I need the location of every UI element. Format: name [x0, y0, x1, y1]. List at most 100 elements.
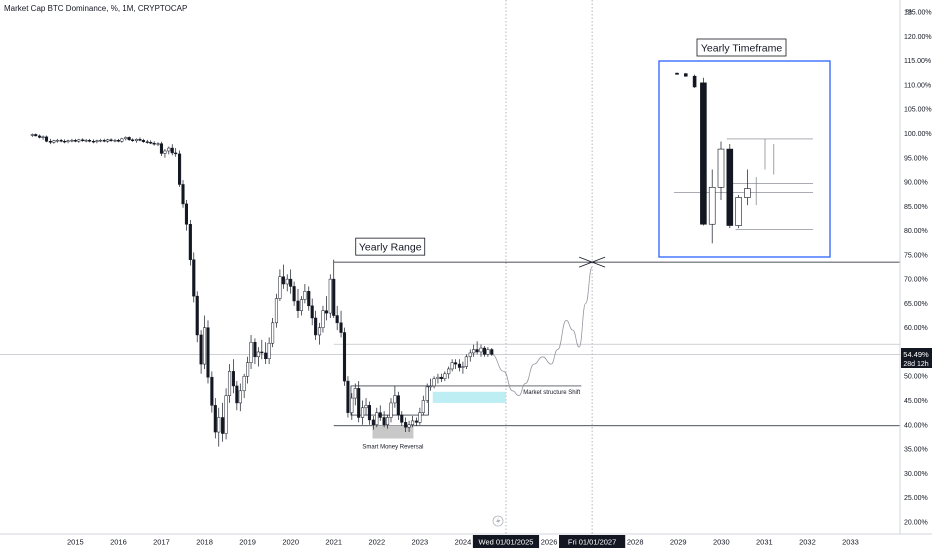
candle-body — [48, 141, 52, 143]
candle-body — [70, 140, 74, 142]
x-tick-label: 2015 — [67, 538, 84, 547]
inset-title-box — [696, 38, 787, 57]
candle-body — [41, 136, 45, 138]
price-axis[interactable]: 20.00% 25.00% 30.00% 35.00% 40.00% 45.00% 50.0… — [904, 10, 932, 527]
x-tick-label: 2030 — [713, 538, 730, 547]
candle-body — [109, 139, 113, 142]
candle-body — [378, 412, 382, 418]
candle-body — [450, 362, 454, 370]
candle-body — [475, 349, 479, 353]
candle-body — [421, 400, 425, 413]
candle-body — [152, 142, 156, 145]
y-tick-label: 100.00% — [904, 131, 932, 138]
candle-body — [38, 135, 42, 138]
inset-candle-body — [708, 187, 716, 225]
inset-title: Yearly Timeframe — [701, 43, 782, 55]
candle-body — [149, 141, 153, 144]
candle-body — [227, 371, 232, 396]
candle-body — [256, 351, 260, 358]
candle-body — [260, 351, 264, 354]
candle-body — [73, 140, 77, 142]
candle-body — [181, 184, 185, 205]
candle-body — [292, 286, 296, 302]
candle-body — [393, 395, 397, 404]
candle-body — [457, 363, 462, 368]
candle-body — [425, 386, 429, 401]
x-tick-label: Wed 01/01/2025 — [479, 538, 534, 547]
current-price-tag-background — [901, 348, 932, 368]
candle-body — [472, 349, 476, 354]
y-tick-label: 35.00% — [904, 447, 928, 454]
lightning-icon[interactable] — [492, 515, 504, 527]
candle-body — [346, 380, 350, 413]
yearly-timeframe-inset: Yearly Timeframe — [658, 38, 831, 258]
candle-body — [264, 352, 268, 360]
candle-body — [167, 147, 171, 152]
candle-body — [274, 298, 279, 324]
yearly-range-label-box — [355, 237, 426, 256]
candle-body — [317, 327, 322, 336]
x-tick-label: 2023 — [412, 538, 429, 547]
candle-body — [199, 334, 203, 365]
candle-body — [231, 371, 235, 387]
x-tick-label: 2032 — [799, 538, 816, 547]
candle-body — [91, 141, 95, 143]
candle-body — [285, 278, 289, 285]
price-axis-unit: % — [906, 9, 912, 16]
candle-body — [303, 291, 307, 300]
candle-body — [63, 141, 67, 143]
candle-body — [249, 341, 253, 363]
candle-body — [59, 140, 63, 142]
candle-body — [113, 140, 117, 142]
candle-body — [170, 147, 174, 154]
y-tick-label: 25.00% — [904, 495, 928, 502]
candle-body — [134, 139, 139, 142]
candle-body — [396, 395, 400, 416]
candle-body — [159, 143, 164, 154]
candle-body — [195, 295, 199, 336]
candle-body — [52, 140, 56, 143]
candle-body — [464, 356, 468, 367]
x-tick-label: 2021 — [325, 538, 342, 547]
candle-body — [314, 317, 318, 336]
time-axis[interactable]: 2015 2016 2017 2018 2019 2020 2021 2022 2023 2024… — [67, 535, 859, 548]
candle-body — [120, 138, 124, 142]
x-tick-label: 2024 — [455, 538, 472, 547]
y-tick-label: 70.00% — [904, 277, 928, 284]
candle-body — [375, 412, 379, 426]
candle-body — [339, 322, 343, 333]
y-tick-label: 90.00% — [904, 180, 928, 187]
candle-body — [271, 322, 275, 344]
candle-body — [432, 378, 436, 387]
candle-body — [410, 420, 415, 426]
market-structure-shift-zone — [432, 391, 506, 403]
candle-body — [361, 407, 365, 418]
candle-body — [95, 140, 99, 143]
candle-body — [77, 139, 81, 142]
annotation-layer: Yearly Range Market structure Shift Smart … — [0, 0, 900, 534]
projection-path — [491, 266, 593, 397]
candle-body — [213, 405, 217, 433]
y-tick-label: 50.00% — [904, 374, 928, 381]
candle-body — [289, 278, 293, 287]
candle-body — [81, 139, 85, 142]
x-tick-label: 2022 — [368, 538, 385, 547]
current-price-countdown: 28d 12h — [903, 361, 928, 368]
yearly-range-label: Yearly Range — [359, 242, 422, 254]
current-price-value: 54.49% — [903, 350, 929, 359]
candle-body — [174, 152, 178, 155]
y-tick-label: 40.00% — [904, 422, 928, 429]
y-tick-label: 20.00% — [904, 519, 928, 526]
y-tick-label: 30.00% — [904, 471, 928, 478]
candle-body — [407, 424, 411, 428]
candle-body — [328, 278, 332, 314]
candle-body — [235, 385, 239, 404]
inset-candle-body — [700, 82, 707, 225]
candle-body — [404, 422, 408, 428]
inset-candle-body — [675, 72, 679, 75]
candle-body — [281, 276, 285, 285]
candle-body — [389, 402, 393, 418]
candle-body — [479, 347, 483, 353]
candle-body — [210, 376, 214, 406]
